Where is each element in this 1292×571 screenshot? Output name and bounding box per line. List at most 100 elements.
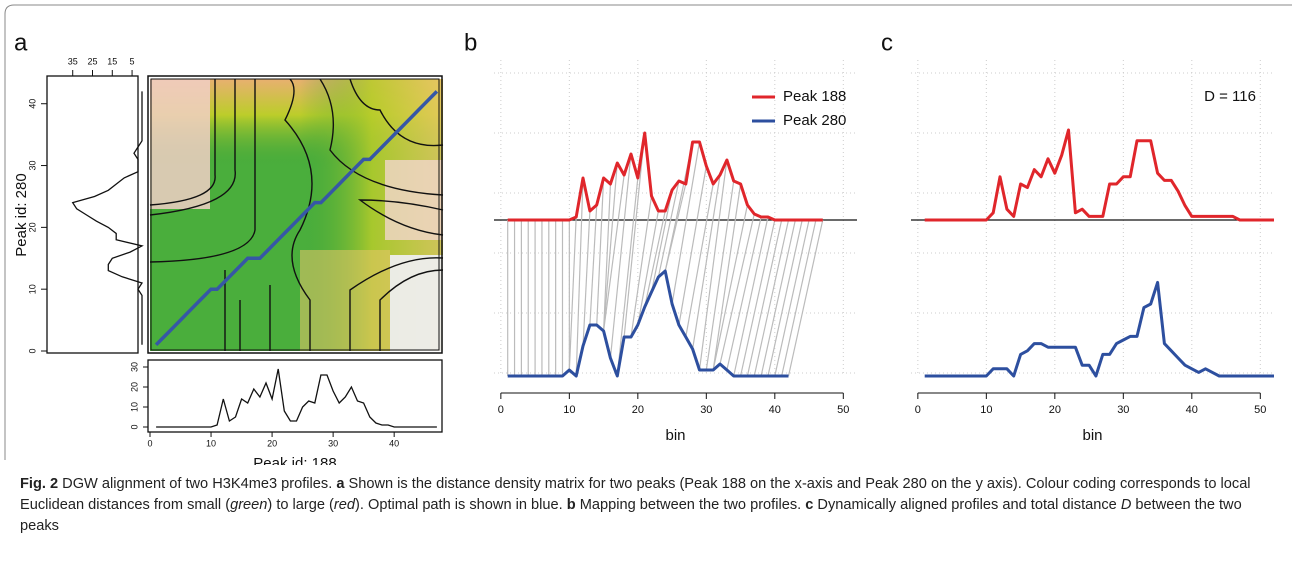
x-tick-label: 35 [68, 56, 78, 66]
y-tick-label: 10 [27, 284, 37, 294]
series-line [924, 280, 1274, 378]
mapping-line [644, 210, 666, 308]
y-tick-label: 20 [129, 382, 139, 392]
caption-text: ). Optimal path is shown in blue. [355, 497, 567, 513]
mapping-line [650, 189, 673, 293]
mapping-line [602, 183, 612, 332]
y-axis-label: Peak id: 280 [13, 173, 30, 256]
frame [4, 4, 1292, 460]
x-axis-label: bin [665, 427, 685, 444]
y-tick-label: 30 [27, 161, 37, 171]
x-tick-label: 15 [107, 56, 117, 66]
mapping-line [733, 216, 769, 377]
grid [911, 60, 1274, 376]
x-tick-label: 20 [267, 438, 277, 448]
x-tick-label: 10 [563, 404, 575, 416]
mapping-line [712, 183, 742, 371]
panel-label: a [14, 29, 28, 56]
mapping-line [678, 165, 707, 326]
x-tick-label: 20 [632, 404, 644, 416]
density-frame [46, 75, 139, 354]
x-axis-label: Peak id: 188 [253, 455, 336, 465]
x-tick-label: 25 [87, 56, 97, 66]
mapping-line [705, 180, 735, 371]
x-tick-label: 10 [980, 404, 992, 416]
caption-panel: a [336, 476, 345, 492]
caption-panel: c [805, 497, 814, 513]
mapping-line [746, 219, 783, 377]
mapping-line [739, 219, 776, 377]
mapping-line [787, 219, 824, 377]
x-tick-label: 40 [389, 438, 399, 448]
annotation: D = 116 [1204, 88, 1256, 105]
contours [149, 78, 444, 351]
caption-figure: Fig. 2 [20, 476, 59, 492]
mapping-line [589, 204, 598, 326]
caption-emphasis: red [333, 497, 356, 513]
mapping-line [637, 210, 659, 326]
x-tick-label: 50 [1254, 404, 1266, 416]
series-line [507, 131, 823, 222]
mapping-line [726, 216, 762, 371]
y-tick-label: 0 [129, 424, 139, 429]
caption-text: Mapping between the two profiles. [575, 497, 806, 513]
mapping-line [623, 132, 646, 338]
mapping-line [657, 180, 680, 278]
x-tick-label: 0 [915, 404, 921, 416]
x-tick-label: 5 [130, 56, 135, 66]
grid [494, 60, 857, 376]
mapping-line [753, 219, 790, 377]
profile-frame [147, 359, 443, 433]
mapping-line [596, 177, 605, 326]
caption-panel: b [566, 497, 576, 513]
mapping-line [774, 219, 810, 377]
caption-text: DGW alignment of two H3K4me3 profiles. [58, 476, 337, 492]
mapping-line [568, 216, 577, 371]
x-tick-label: 30 [1117, 404, 1129, 416]
y-tick-label: 10 [129, 402, 139, 412]
mapping-line [760, 219, 796, 377]
x-tick-label: 40 [769, 404, 781, 416]
y-tick-label: 0 [27, 348, 37, 353]
panel-label: b [464, 29, 477, 56]
panel-label: c [881, 29, 893, 56]
caption-emphasis: green [230, 497, 268, 513]
x-tick-label: 40 [1186, 404, 1198, 416]
profile-line [156, 368, 437, 428]
mapping-line [575, 177, 584, 377]
caption-text: between the two peaks [20, 497, 1242, 534]
mapping-line [719, 213, 755, 365]
mapping-line [685, 183, 714, 338]
x-tick-label: 0 [498, 404, 504, 416]
mapping-line [602, 162, 618, 332]
x-tick-label: 20 [1049, 404, 1061, 416]
series-line [924, 128, 1274, 222]
mapping-line [671, 141, 701, 305]
x-tick-label: 30 [328, 438, 338, 448]
mapping-line [616, 177, 639, 377]
x-tick-label: 50 [837, 404, 849, 416]
y-tick-label: 40 [27, 99, 37, 109]
caption: Fig. 2 DGW alignment of two H3K4me3 prof… [20, 474, 1282, 537]
heatmap-frame [147, 75, 443, 354]
mapping-line [630, 195, 653, 338]
x-axis-label: bin [1082, 427, 1102, 444]
optimal-path [154, 90, 439, 347]
legend-label: Peak 188 [783, 88, 846, 105]
heatmap-inner-frame [150, 78, 440, 351]
y-tick-label: 20 [27, 222, 37, 232]
legend-label: Peak 280 [783, 112, 846, 129]
density-line [71, 91, 144, 345]
mapping-line [602, 174, 625, 332]
caption-emphasis: D [1120, 497, 1132, 513]
mapping-line [582, 210, 591, 347]
heatmap-background [150, 79, 443, 351]
caption-text: Dynamically aligned profiles and total d… [813, 497, 1121, 513]
series-line [507, 269, 789, 378]
x-tick-label: 30 [700, 404, 712, 416]
mapping-line [692, 174, 721, 350]
x-tick-label: 10 [206, 438, 216, 448]
mapping-line [781, 219, 817, 377]
